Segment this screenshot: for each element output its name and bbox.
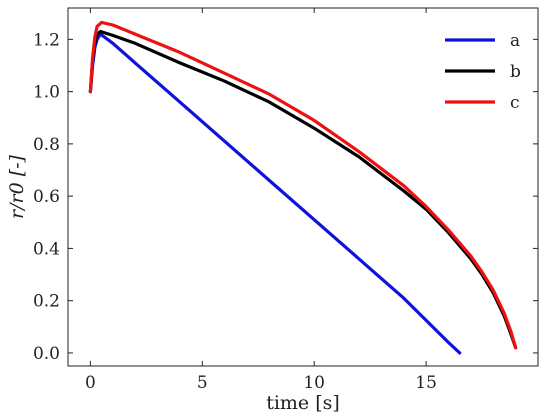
y-tick-label: 0.2	[33, 292, 60, 312]
y-tick: 1.2	[33, 30, 538, 50]
x-tick: 15	[415, 8, 437, 393]
x-tick: 0	[85, 8, 96, 393]
series-line-a	[88, 32, 462, 355]
x-tick-label: 5	[197, 373, 208, 393]
legend-item-b: b	[445, 62, 521, 82]
x-tick-label: 0	[85, 373, 96, 393]
x-axis-title: time [s]	[266, 392, 340, 414]
y-tick-label: 1.2	[33, 30, 60, 50]
y-tick: 1.0	[33, 83, 538, 103]
y-tick-label: 0.8	[33, 135, 60, 155]
y-axis: 0.0 0.2 0.4 0.6 0.8 1.0 1.2	[33, 30, 538, 364]
series-lines	[88, 20, 518, 355]
legend: a b c	[445, 31, 521, 113]
x-tick: 10	[303, 8, 325, 393]
y-tick-label: 0.0	[33, 344, 60, 364]
series-line-c	[88, 20, 518, 350]
x-tick-label: 10	[303, 373, 325, 393]
legend-item-a: a	[445, 31, 520, 51]
y-tick: 0.8	[33, 135, 538, 155]
x-tick: 5	[197, 8, 208, 393]
y-tick-label: 0.4	[33, 239, 60, 259]
plot-frame	[67, 7, 539, 367]
y-tick-label: 1.0	[33, 83, 60, 103]
y-tick: 0.0	[33, 344, 538, 364]
legend-label-a: a	[510, 31, 520, 51]
y-tick: 0.4	[33, 239, 538, 259]
legend-label-b: b	[510, 62, 521, 82]
y-tick-label: 0.6	[33, 187, 60, 207]
x-tick-label: 15	[415, 373, 437, 393]
legend-item-c: c	[445, 93, 520, 113]
legend-label-c: c	[510, 93, 520, 113]
y-axis-title: r/r0 [-]	[6, 154, 28, 219]
y-tick: 0.6	[33, 187, 538, 207]
x-axis: 0 5 10 15	[85, 8, 437, 393]
y-tick: 0.2	[33, 292, 538, 312]
